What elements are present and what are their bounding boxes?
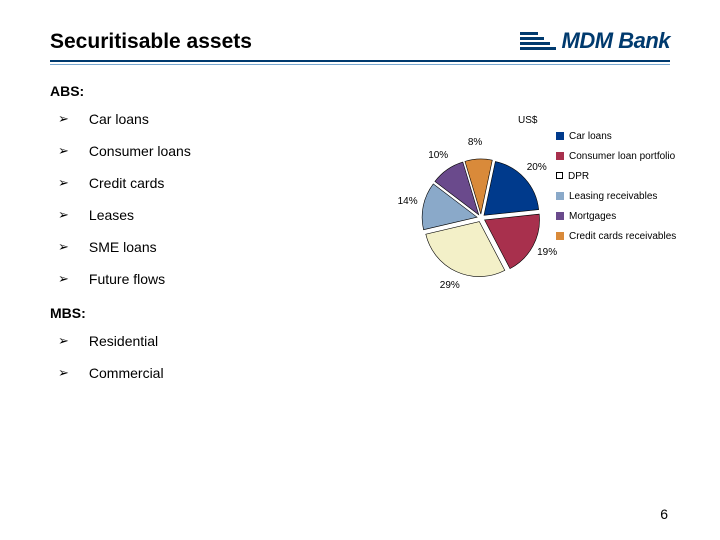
logo-text: MDM Bank [562, 28, 670, 54]
legend-item: DPR [556, 171, 676, 182]
list-item-label: Residential [89, 333, 158, 349]
page-title: Securitisable assets [50, 30, 252, 54]
chevron-icon: ➢ [58, 271, 69, 287]
legend-swatch-icon [556, 132, 564, 140]
pie-pct-label: 19% [537, 247, 557, 258]
pie-pct-label: 8% [468, 137, 482, 148]
legend-label: Credit cards receivables [569, 231, 676, 242]
chevron-icon: ➢ [58, 175, 69, 191]
chart-title: US$ [518, 115, 537, 126]
legend-swatch-icon [556, 232, 564, 240]
brand-logo: MDM Bank [520, 28, 670, 54]
logo-bars-icon [520, 32, 556, 50]
chevron-icon: ➢ [58, 111, 69, 127]
chart-legend: Car loans Consumer loan portfolio DPR Leasi… [556, 131, 676, 251]
list-item-label: Credit cards [89, 175, 164, 191]
legend-label: Car loans [569, 131, 612, 142]
list-item: ➢ Commercial [58, 365, 670, 381]
legend-item: Mortgages [556, 211, 676, 222]
chevron-icon: ➢ [58, 207, 69, 223]
legend-label: Leasing receivables [569, 191, 657, 202]
pie-pct-label: 10% [428, 150, 448, 161]
pie-pct-label: 20% [527, 162, 547, 173]
legend-item: Leasing receivables [556, 191, 676, 202]
legend-item: Car loans [556, 131, 676, 142]
header-underline [50, 60, 670, 62]
abs-section-label: ABS: [50, 83, 670, 99]
list-item-label: Commercial [89, 365, 164, 381]
chevron-icon: ➢ [58, 333, 69, 349]
legend-swatch-icon [556, 172, 563, 179]
legend-item: Consumer loan portfolio [556, 151, 676, 162]
legend-label: DPR [568, 171, 589, 182]
chevron-icon: ➢ [58, 365, 69, 381]
mbs-list: ➢ Residential ➢ Commercial [58, 333, 670, 381]
pie-pct-label: 14% [398, 196, 418, 207]
chevron-icon: ➢ [58, 239, 69, 255]
list-item-label: Future flows [89, 271, 165, 287]
list-item-label: Leases [89, 207, 134, 223]
legend-label: Mortgages [569, 211, 616, 222]
list-item: ➢ Residential [58, 333, 670, 349]
chevron-icon: ➢ [58, 143, 69, 159]
legend-swatch-icon [556, 192, 564, 200]
pie-chart: US$ 20% 19% 29% 14% 10% 8% Car loans Consumer … [388, 115, 688, 335]
legend-item: Credit cards receivables [556, 231, 676, 242]
list-item-label: SME loans [89, 239, 157, 255]
legend-swatch-icon [556, 212, 564, 220]
pie-pct-label: 29% [440, 280, 460, 291]
list-item-label: Consumer loans [89, 143, 191, 159]
legend-swatch-icon [556, 152, 564, 160]
page-number: 6 [660, 506, 668, 522]
legend-label: Consumer loan portfolio [569, 151, 675, 162]
list-item-label: Car loans [89, 111, 149, 127]
